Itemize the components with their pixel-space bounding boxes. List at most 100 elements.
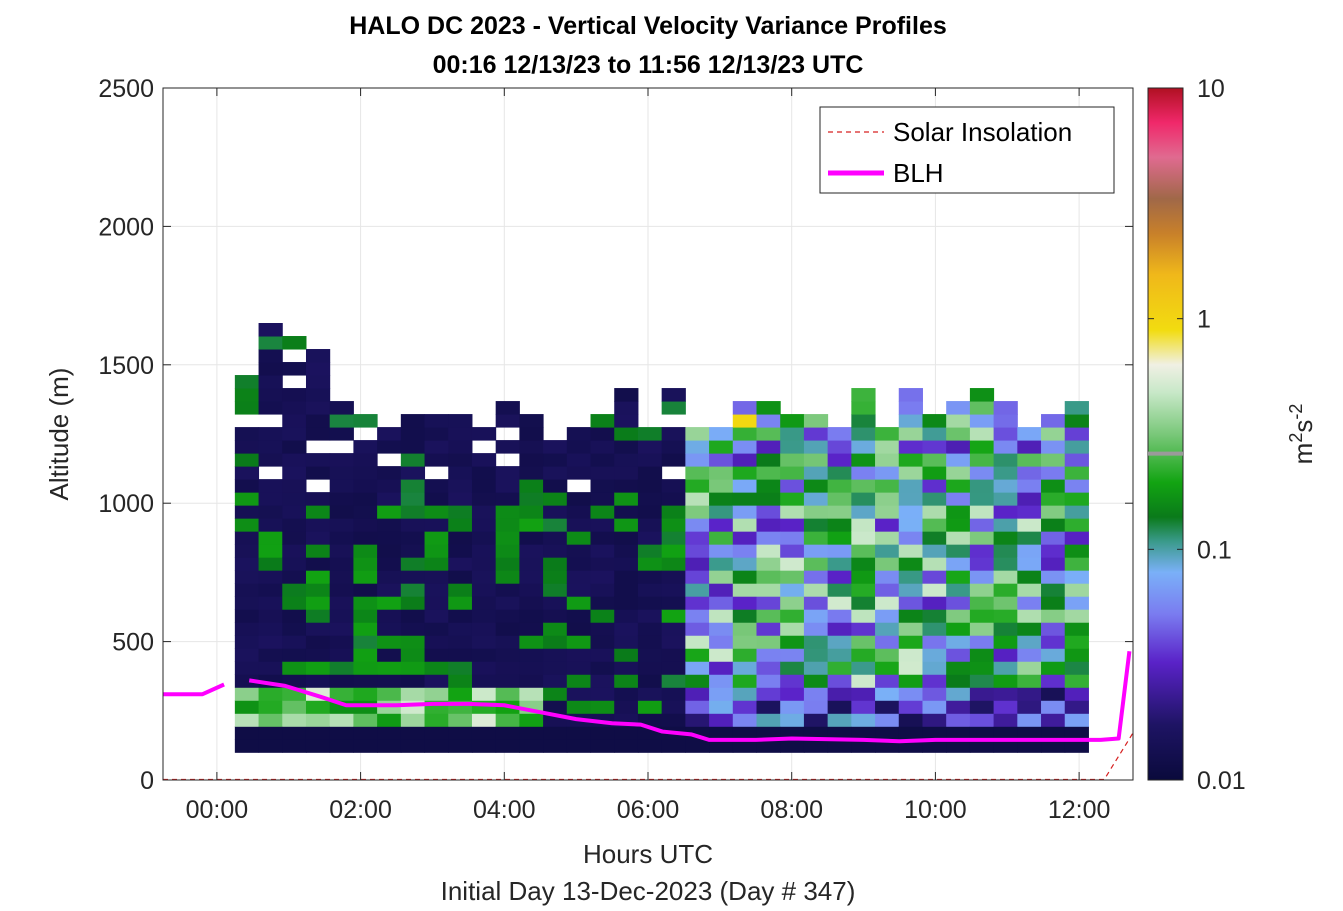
- heatmap-cell: [827, 635, 852, 649]
- heatmap-cell: [946, 544, 971, 558]
- heatmap-cell: [637, 700, 663, 714]
- heatmap-cell: [448, 427, 473, 441]
- heatmap-cell: [234, 713, 260, 727]
- heatmap-cell: [566, 596, 592, 610]
- heatmap-cell: [685, 635, 710, 649]
- heatmap-cell: [780, 492, 805, 506]
- heatmap-cell: [519, 635, 544, 649]
- heatmap-cell: [519, 427, 544, 441]
- heatmap-cell: [637, 492, 663, 506]
- heatmap-cell: [851, 739, 876, 753]
- heatmap-cell: [448, 687, 473, 701]
- heatmap-cell: [234, 674, 260, 688]
- heatmap-cell: [377, 674, 402, 688]
- heatmap-cell: [875, 427, 900, 441]
- heatmap-cell: [709, 583, 734, 597]
- heatmap-cell: [590, 557, 615, 571]
- heatmap-cell: [1064, 583, 1089, 597]
- heatmap-cell: [258, 713, 283, 727]
- heatmap-cell: [661, 531, 686, 545]
- heatmap-cell: [1064, 466, 1089, 480]
- heatmap-cell: [258, 362, 283, 376]
- heatmap-cell: [448, 479, 473, 493]
- heatmap-cell: [732, 674, 757, 688]
- heatmap-cell: [709, 570, 734, 584]
- heatmap-cell: [803, 583, 829, 597]
- heatmap-cell: [780, 453, 805, 467]
- heatmap-cell: [234, 622, 260, 636]
- heatmap-cell: [661, 453, 686, 467]
- heatmap-cell: [377, 531, 402, 545]
- heatmap-cell: [803, 479, 829, 493]
- heatmap-cell: [305, 544, 331, 558]
- heatmap-cell: [448, 661, 473, 675]
- heatmap-cell: [803, 544, 829, 558]
- heatmap-cell: [614, 492, 639, 506]
- heatmap-cell: [851, 713, 876, 727]
- heatmap-cell: [637, 635, 663, 649]
- heatmap-cell: [590, 700, 615, 714]
- heatmap-cell: [234, 427, 260, 441]
- heatmap-cell: [1064, 687, 1089, 701]
- heatmap-cell: [400, 505, 426, 519]
- heatmap-cell: [424, 687, 449, 701]
- heatmap-cell: [614, 687, 639, 701]
- heatmap-cell: [590, 544, 615, 558]
- heatmap-cell: [590, 661, 615, 675]
- heatmap-cell: [661, 518, 686, 532]
- heatmap-cell: [993, 570, 1018, 584]
- heatmap-cell: [851, 726, 876, 740]
- heatmap-cell: [400, 453, 426, 467]
- heatmap-cell: [400, 518, 426, 532]
- heatmap-cell: [329, 414, 354, 428]
- heatmap-cell: [519, 687, 544, 701]
- heatmap-cell: [661, 492, 686, 506]
- heatmap-cell: [946, 557, 971, 571]
- heatmap-cell: [875, 466, 900, 480]
- series-lines: [163, 651, 1133, 780]
- y-tick-label: 2500: [98, 75, 154, 103]
- heatmap-cell: [377, 726, 402, 740]
- heatmap-cell: [1041, 648, 1066, 662]
- heatmap-cell: [922, 518, 947, 532]
- heatmap-cell: [1041, 557, 1066, 571]
- y-tick-label: 1000: [98, 490, 154, 518]
- heatmap-cell: [424, 596, 449, 610]
- heatmap-cell: [1017, 570, 1042, 584]
- heatmap-cell: [590, 466, 615, 480]
- heatmap-cells: [234, 323, 1089, 753]
- heatmap-cell: [495, 544, 520, 558]
- heatmap-cell: [827, 622, 852, 636]
- heatmap-cell: [685, 583, 710, 597]
- heatmap-cell: [519, 622, 544, 636]
- heatmap-cell: [519, 440, 544, 454]
- heatmap-cell: [448, 583, 473, 597]
- heatmap-cell: [495, 440, 520, 454]
- heatmap-cell: [732, 440, 757, 454]
- heatmap-cell: [827, 518, 852, 532]
- heatmap-cell: [732, 531, 757, 545]
- heatmap-cell: [993, 505, 1018, 519]
- heatmap-cell: [590, 687, 615, 701]
- heatmap-cell: [566, 726, 592, 740]
- heatmap-cell: [780, 622, 805, 636]
- heatmap-cell: [543, 479, 568, 493]
- heatmap-cell: [566, 622, 592, 636]
- heatmap-cell: [709, 557, 734, 571]
- heatmap-cell: [946, 440, 971, 454]
- heatmap-cell: [732, 401, 757, 415]
- heatmap-cell: [969, 440, 995, 454]
- heatmap-cell: [637, 661, 663, 675]
- heatmap-cell: [305, 570, 331, 584]
- heatmap-cell: [851, 557, 876, 571]
- heatmap-cell: [637, 596, 663, 610]
- heatmap-cell: [471, 427, 497, 441]
- heatmap-cell: [1064, 609, 1089, 623]
- heatmap-cell: [353, 505, 378, 519]
- heatmap-cell: [780, 674, 805, 688]
- heatmap-cell: [803, 700, 829, 714]
- heatmap-cell: [922, 427, 947, 441]
- heatmap-cell: [756, 635, 781, 649]
- heatmap-cell: [969, 427, 995, 441]
- heatmap-cell: [305, 466, 331, 480]
